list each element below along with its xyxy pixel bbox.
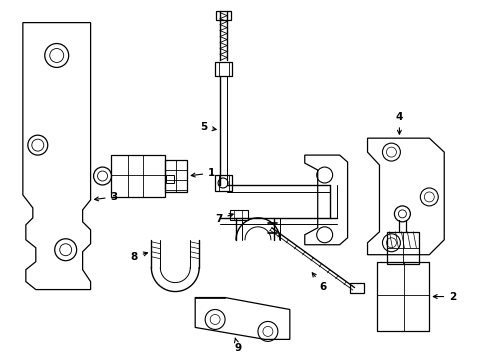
Bar	[229, 210, 247, 220]
Text: 4: 4	[395, 112, 402, 134]
Bar	[349, 283, 363, 293]
Bar	[165, 160, 187, 192]
Text: 1: 1	[191, 168, 215, 178]
Text: 3: 3	[94, 192, 118, 202]
Bar	[215, 175, 232, 191]
Text: 8: 8	[130, 252, 147, 262]
Bar	[386, 232, 419, 264]
Bar	[166, 175, 174, 183]
Text: 6: 6	[312, 273, 326, 292]
Text: 2: 2	[432, 292, 455, 302]
Bar	[216, 11, 230, 20]
Text: 7: 7	[215, 213, 233, 224]
Bar	[377, 262, 428, 332]
Text: 9: 9	[234, 338, 241, 353]
Bar	[215, 62, 232, 76]
Text: 5: 5	[200, 122, 216, 132]
Bar	[110, 155, 165, 197]
